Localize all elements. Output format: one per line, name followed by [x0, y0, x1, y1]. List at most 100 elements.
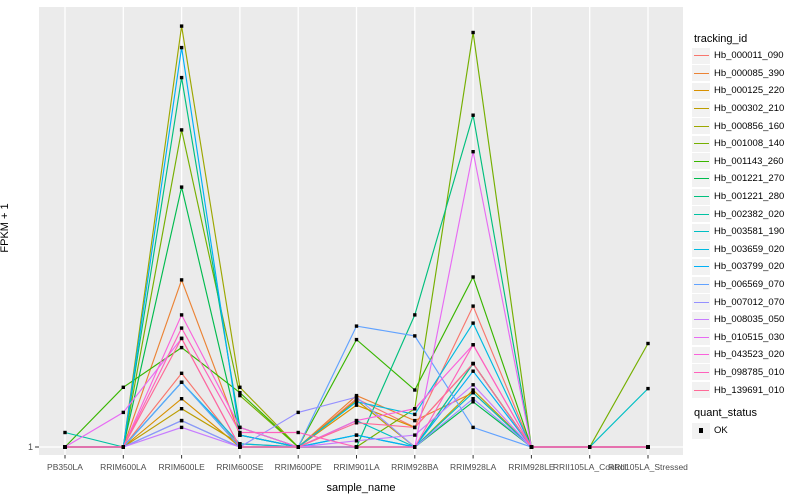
legend-label: Hb_001143_260: [714, 155, 784, 167]
line-sample-icon: [693, 248, 709, 250]
data-point: [296, 445, 300, 449]
data-point: [179, 75, 184, 80]
x-tick-label: RRII105LA_Stressed: [608, 462, 688, 472]
legend-label: Hb_000011_090: [714, 50, 784, 62]
data-point: [179, 185, 184, 189]
legend-label: Hb_010515_030: [714, 331, 785, 343]
data-point: [121, 445, 125, 449]
legend-label: Hb_007012_070: [714, 296, 785, 308]
data-point: [471, 275, 475, 279]
data-point: [296, 430, 300, 435]
legend-item-Hb_000011_090: Hb_000011_090: [688, 47, 800, 65]
data-point: [646, 445, 650, 449]
legend-label: Hb_006569_070: [714, 279, 785, 291]
legend-key: [692, 47, 710, 64]
legend-key: [692, 153, 710, 170]
data-point: [354, 395, 359, 399]
data-point: [413, 445, 417, 449]
legend-item-Hb_003799_020: Hb_003799_020: [688, 258, 800, 276]
legend-label: Hb_098785_010: [714, 366, 785, 378]
data-point: [471, 388, 475, 392]
legend-item-Hb_010515_030: Hb_010515_030: [688, 329, 800, 347]
line-sample-icon: [693, 301, 709, 303]
legend-label: Hb_003799_020: [714, 261, 785, 273]
legend-label: Hb_008035_050: [714, 314, 785, 326]
data-point: [238, 393, 242, 398]
line-sample-icon: [693, 108, 709, 110]
x-tick-label: RRIM928BA: [391, 462, 439, 472]
data-point: [296, 410, 300, 415]
legend-key: [692, 258, 710, 275]
legend-label: Hb_000856_160: [714, 120, 785, 132]
data-point: [354, 439, 359, 443]
legend-item-Hb_001221_280: Hb_001221_280: [688, 188, 800, 206]
line-sample-icon: [693, 389, 709, 391]
data-point: [354, 421, 359, 425]
legend-item-Hb_098785_010: Hb_098785_010: [688, 364, 800, 382]
data-point: [413, 313, 417, 317]
data-point: [179, 326, 184, 330]
data-point: [471, 391, 475, 395]
legend-item-Hb_000856_160: Hb_000856_160: [688, 117, 800, 135]
legend-item-Hb_002382_020: Hb_002382_020: [688, 205, 800, 223]
legend-key: [692, 382, 710, 399]
legend-item-Hb_006569_070: Hb_006569_070: [688, 276, 800, 294]
data-point: [413, 407, 417, 411]
data-point: [471, 113, 475, 117]
legend-key: [692, 188, 710, 205]
data-point: [471, 30, 475, 35]
legend-item-Hb_007012_070: Hb_007012_070: [688, 293, 800, 311]
data-point: [471, 369, 475, 373]
x-tick-label: RRIM600LA: [100, 462, 147, 472]
data-point: [179, 397, 184, 401]
legend-key: [692, 329, 710, 346]
legend-key: [692, 100, 710, 117]
legend-item-ok: OK: [688, 422, 800, 440]
legend-key: [692, 241, 710, 258]
legend-label: Hb_003581_190: [714, 226, 785, 238]
data-point: [413, 433, 417, 437]
line-sample-icon: [693, 178, 709, 180]
data-point: [588, 445, 592, 449]
legend-label: Hb_001221_280: [714, 191, 785, 203]
ok-point-key: [692, 422, 710, 439]
legend-item-Hb_139691_010: Hb_139691_010: [688, 381, 800, 399]
legend-label: Hb_000085_390: [714, 67, 785, 79]
data-point: [471, 304, 475, 308]
data-point: [179, 278, 184, 282]
legend-key: [692, 311, 710, 328]
legend-item-Hb_001008_140: Hb_001008_140: [688, 135, 800, 153]
legend-item-Hb_001221_270: Hb_001221_270: [688, 170, 800, 188]
line-sample-icon: [693, 336, 709, 338]
legend-label: Hb_002382_020: [714, 208, 785, 220]
data-point: [471, 400, 475, 404]
legend-item-Hb_003659_020: Hb_003659_020: [688, 241, 800, 259]
line-sample-icon: [693, 55, 709, 57]
data-point: [354, 433, 359, 437]
data-point: [179, 45, 184, 50]
line-sample-icon: [693, 231, 709, 233]
y-axis-title: FPKM + 1: [0, 203, 11, 253]
data-point: [63, 445, 67, 449]
legend-label: Hb_000302_210: [714, 103, 785, 115]
line-sample-icon: [693, 354, 709, 356]
legend-item-Hb_008035_050: Hb_008035_050: [688, 311, 800, 329]
legend-key: [692, 118, 710, 135]
data-point: [413, 412, 417, 417]
x-tick-label: RRIM901LA: [333, 462, 380, 472]
legend-item-Hb_003581_190: Hb_003581_190: [688, 223, 800, 241]
data-point: [354, 403, 359, 407]
data-point: [471, 343, 475, 347]
line-sample-icon: [693, 284, 709, 286]
data-point: [354, 324, 359, 328]
data-point: [471, 321, 475, 325]
line-sample-icon: [693, 319, 709, 321]
legend: tracking_id Hb_000011_090 Hb_000085_390 Hb…: [688, 33, 800, 439]
legend-key: [692, 135, 710, 152]
legend-key: [692, 82, 710, 99]
data-point: [471, 383, 475, 387]
data-point: [354, 400, 359, 404]
data-point: [413, 388, 417, 392]
data-point: [529, 445, 534, 449]
